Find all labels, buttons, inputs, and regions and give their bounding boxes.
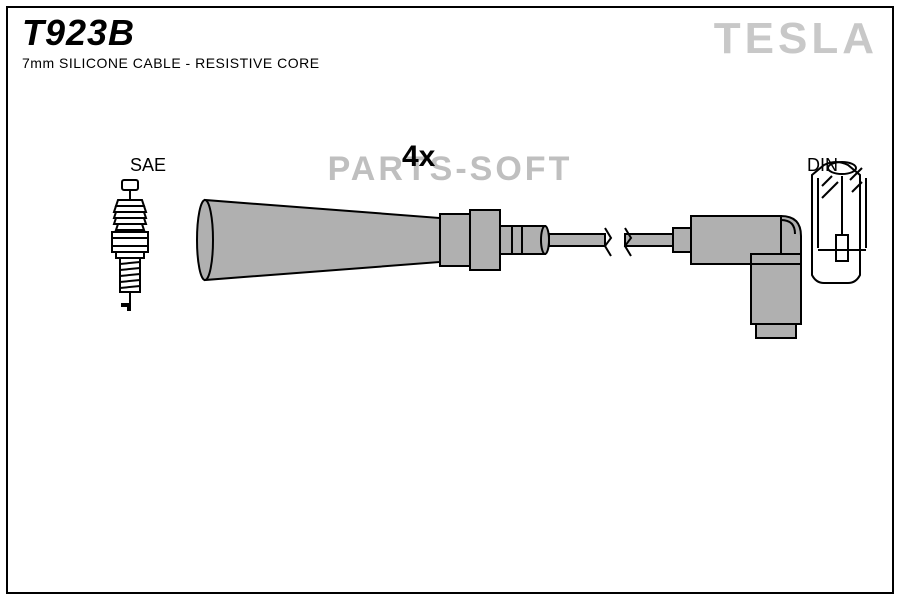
boot-left (197, 200, 549, 280)
quantity-label: 4x (402, 140, 435, 174)
boot-right (673, 216, 801, 338)
spark-plug-icon (112, 180, 148, 310)
cable-diagram (0, 0, 900, 600)
din-cutaway-icon (812, 162, 866, 283)
cable (549, 228, 673, 256)
watermark: PARTS-SOFT (328, 150, 573, 189)
